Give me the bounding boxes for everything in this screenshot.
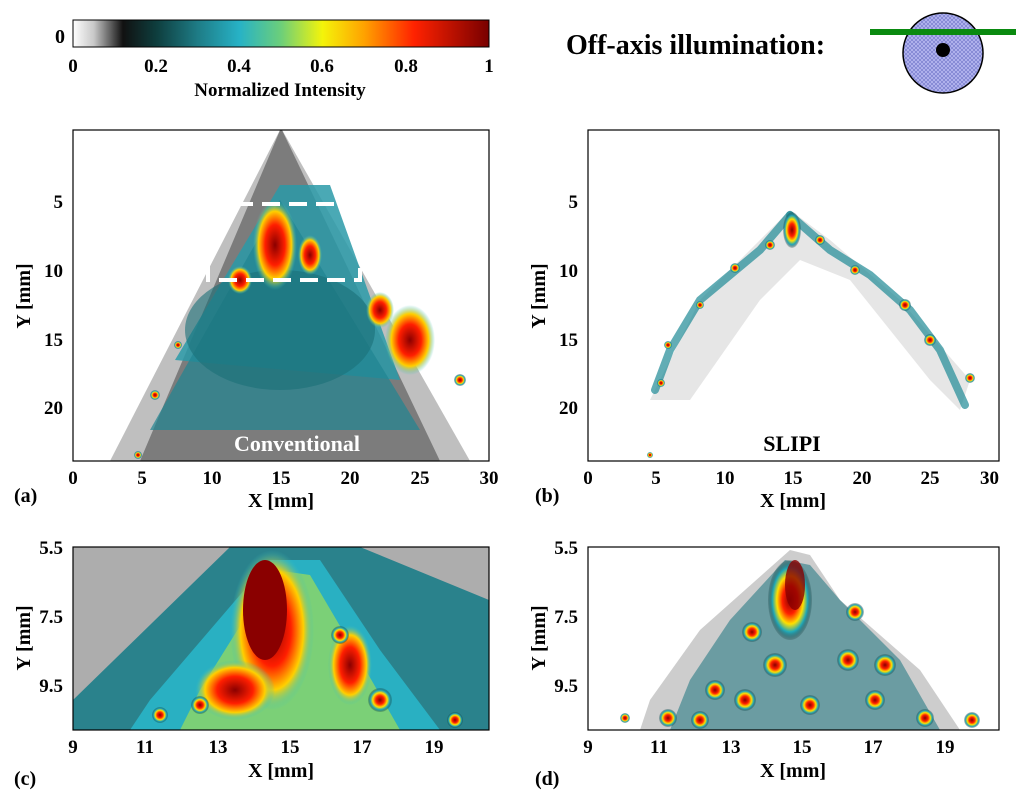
y-tick: 15 [559, 330, 578, 351]
y-tick: 10 [559, 261, 578, 282]
panel-c: 9 11 13 15 17 19 5.5 7.5 9.5 X [mm] Y [m… [13, 538, 490, 790]
panel-a-frame [72, 129, 490, 462]
colorbar-zero-label: 0 [55, 26, 65, 48]
x-tick: 15 [281, 737, 300, 758]
y-tick: 5.5 [554, 538, 578, 559]
panel-a-x-ticks: 0 5 10 15 20 25 30 [68, 468, 498, 489]
y-tick: 9.5 [554, 676, 578, 697]
y-tick: 10 [44, 261, 63, 282]
panel-a-image: Conventional [73, 130, 489, 461]
x-tick: 5 [651, 468, 661, 489]
panel-d-frame [587, 546, 1000, 731]
x-tick: 20 [853, 468, 872, 489]
x-tick: 30 [980, 468, 999, 489]
panel-a-inset-label: Conventional [234, 431, 360, 456]
panel-a-y-label: Y [mm] [13, 263, 35, 328]
y-tick: 7.5 [39, 607, 63, 628]
illumination-title: Off-axis illumination: [566, 30, 825, 61]
panel-b-x-ticks: 0 5 10 15 20 25 30 [583, 468, 999, 489]
x-tick: 15 [793, 737, 812, 758]
x-tick: 11 [136, 737, 154, 758]
x-tick: 25 [411, 468, 430, 489]
panel-a-y-ticks: 5 10 15 20 [44, 192, 63, 419]
colorbar-tick: 0.8 [394, 56, 418, 77]
zoom-region-box [206, 202, 362, 282]
x-tick: 19 [425, 737, 444, 758]
panel-d-image [588, 547, 999, 730]
y-tick: 20 [559, 398, 578, 419]
x-tick: 10 [716, 468, 735, 489]
panel-c-frame [72, 546, 490, 731]
colorbar-tick: 1 [484, 56, 494, 77]
panel-b-x-label: X [mm] [760, 490, 826, 512]
y-tick: 20 [44, 398, 63, 419]
panel-c-y-ticks: 5.5 7.5 9.5 [39, 538, 63, 697]
colorbar: 0 0 0.2 0.4 0.6 0.8 1 Normalized Intensi… [55, 19, 494, 101]
panel-b-inset-label: SLIPI [763, 431, 820, 456]
colorbar-tick: 0.4 [227, 56, 251, 77]
y-tick: 7.5 [554, 607, 578, 628]
x-tick: 25 [921, 468, 940, 489]
y-tick: 5.5 [39, 538, 63, 559]
x-tick: 5 [137, 468, 147, 489]
panel-d-tag: (d) [535, 768, 559, 790]
x-tick: 13 [209, 737, 228, 758]
colorbar-ticks: 0 0.2 0.4 0.6 0.8 1 [68, 56, 494, 77]
panel-b-tag: (b) [535, 485, 559, 507]
panel-d-x-label: X [mm] [760, 760, 826, 782]
panel-a-x-label: X [mm] [248, 490, 314, 512]
y-tick: 5 [569, 192, 579, 213]
x-tick: 11 [650, 737, 668, 758]
x-tick: 10 [203, 468, 222, 489]
panel-b: SLIPI 0 5 10 15 20 25 30 5 10 15 20 X [m… [528, 129, 1000, 512]
panel-c-tag: (c) [14, 768, 36, 790]
panel-a: Conventional 0 5 10 15 20 25 30 5 10 15 … [13, 129, 499, 512]
panel-b-y-label: Y [mm] [528, 263, 550, 328]
x-tick: 13 [722, 737, 741, 758]
x-tick: 19 [936, 737, 955, 758]
colorbar-label: Normalized Intensity [194, 80, 366, 101]
panel-a-tag: (a) [14, 485, 37, 507]
panel-c-image [73, 547, 489, 730]
beam-dot [936, 43, 950, 57]
x-tick: 17 [353, 737, 373, 758]
x-tick: 0 [68, 468, 78, 489]
x-tick: 20 [341, 468, 360, 489]
panel-b-frame [587, 129, 1000, 462]
colorbar-tick: 0 [68, 56, 78, 77]
panel-d-y-ticks: 5.5 7.5 9.5 [554, 538, 578, 697]
panel-d-x-ticks: 9 11 13 15 17 19 [583, 737, 954, 758]
x-tick: 30 [480, 468, 499, 489]
x-tick: 15 [272, 468, 291, 489]
panel-c-x-label: X [mm] [248, 760, 314, 782]
colorbar-tick: 0.6 [310, 56, 334, 77]
y-tick: 5 [54, 192, 64, 213]
colorbar-gradient [72, 19, 490, 48]
x-tick: 9 [583, 737, 593, 758]
y-tick: 15 [44, 330, 63, 351]
illumination-schematic: Off-axis illumination: [566, 12, 1016, 94]
panel-d-y-label: Y [mm] [528, 605, 550, 670]
x-tick: 0 [583, 468, 593, 489]
x-tick: 15 [784, 468, 803, 489]
y-tick: 9.5 [39, 676, 63, 697]
panel-b-y-ticks: 5 10 15 20 [559, 192, 578, 419]
panel-b-image: SLIPI [588, 130, 999, 461]
colorbar-tick: 0.2 [144, 56, 168, 77]
panel-d: 9 11 13 15 17 19 5.5 7.5 9.5 X [mm] Y [m… [528, 538, 1000, 790]
light-sheet-line [870, 29, 1016, 35]
panel-c-y-label: Y [mm] [13, 605, 35, 670]
x-tick: 17 [864, 737, 884, 758]
panel-c-x-ticks: 9 11 13 15 17 19 [68, 737, 443, 758]
x-tick: 9 [68, 737, 78, 758]
